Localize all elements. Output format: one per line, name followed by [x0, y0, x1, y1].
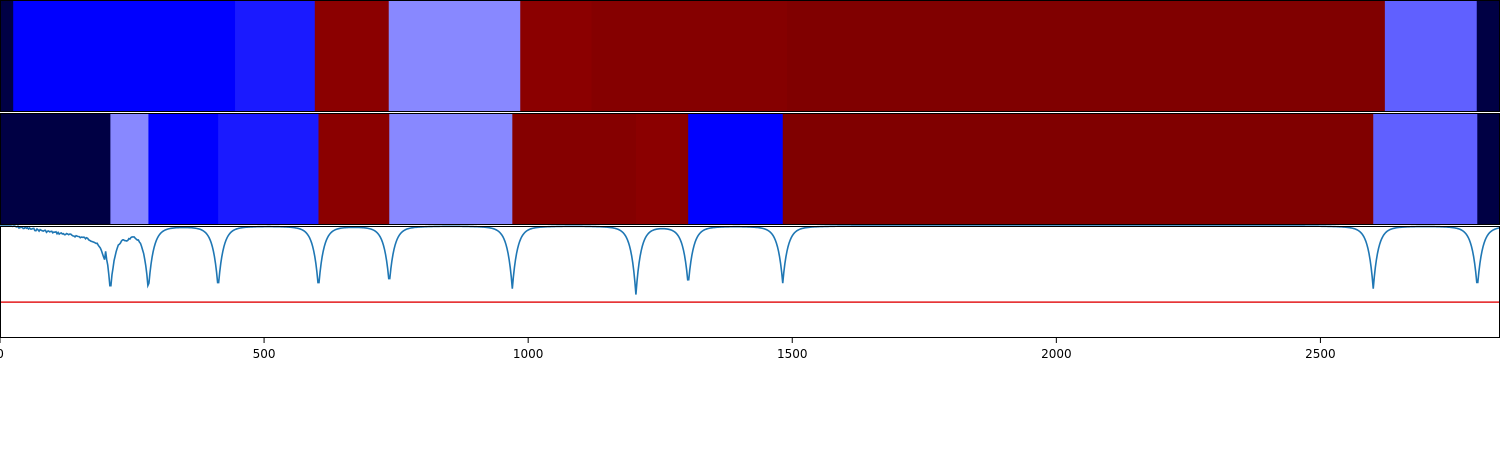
heatmap-row-top	[0, 0, 1500, 112]
heatmap-cell	[782, 113, 1374, 225]
x-tick-label: 1000	[513, 347, 544, 361]
heatmap-cell	[110, 113, 150, 225]
x-tick-label: 2500	[1305, 347, 1336, 361]
heatmap-cell	[1373, 113, 1478, 225]
heatmap-cell	[1477, 113, 1500, 225]
heatmap-cell	[520, 0, 593, 112]
signal-background	[0, 226, 1500, 338]
heatmap-cell	[218, 113, 320, 225]
heatmap-cell	[591, 0, 788, 112]
heatmap-cell	[388, 0, 521, 112]
signal-panel	[0, 224, 1500, 338]
heatmap-cell	[786, 0, 1386, 112]
heatmap-cell	[512, 113, 637, 225]
heatmap-cell	[314, 0, 390, 112]
x-tick-label: 500	[253, 347, 276, 361]
heatmap-cell	[0, 113, 111, 225]
heatmap-cell	[635, 113, 689, 225]
heatmap-row-bottom	[0, 113, 1500, 225]
x-tick-label: 1500	[777, 347, 808, 361]
x-tick-label: 2000	[1041, 347, 1072, 361]
x-axis: 0 500 1000 1500 2000 2500	[0, 338, 1336, 361]
x-tick-label: 0	[0, 347, 4, 361]
heatmap-cell	[1384, 0, 1478, 112]
heatmap-cell	[688, 113, 784, 225]
heatmap-cell	[389, 113, 513, 225]
heatmap-cell	[318, 113, 390, 225]
heatmap-cell	[235, 0, 316, 112]
heatmap-cell	[1476, 0, 1500, 112]
heatmap-cell	[0, 0, 14, 112]
heatmap-cell	[148, 113, 219, 225]
heatmap-cell	[13, 0, 236, 112]
